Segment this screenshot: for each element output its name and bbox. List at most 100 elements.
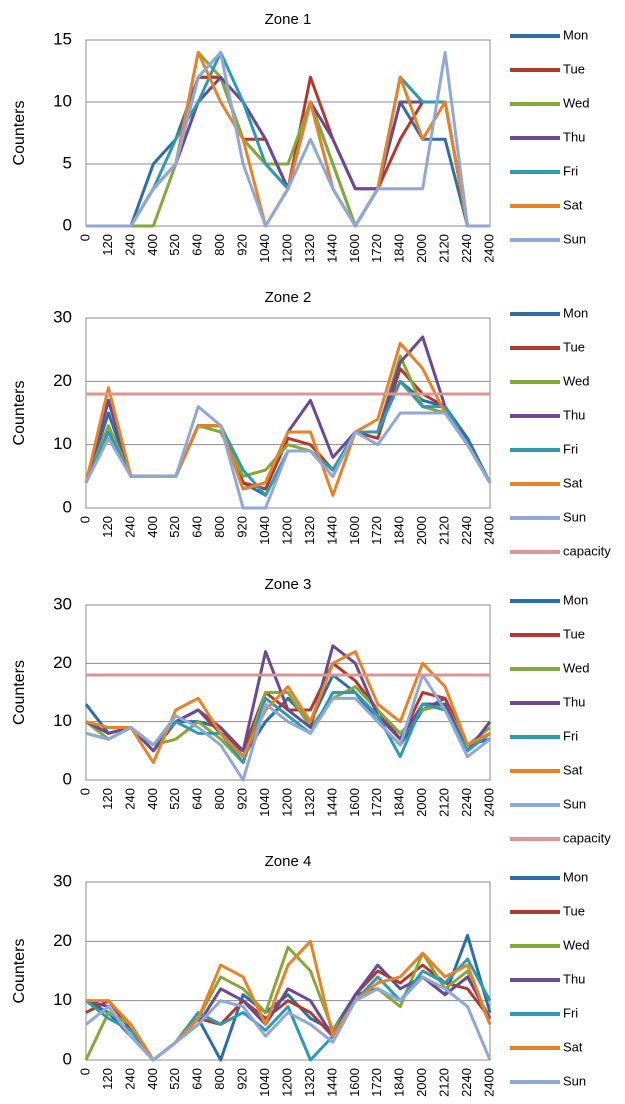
x-tick-label: 2000 [414, 234, 429, 263]
x-tick-label: 1440 [324, 516, 339, 545]
legend-label: Tue [563, 61, 585, 76]
x-tick-label: 2240 [459, 788, 474, 817]
x-tick-label: 1440 [324, 234, 339, 263]
legend-label: Fri [563, 728, 578, 743]
x-tick-label: 240 [122, 1068, 137, 1090]
series-line [86, 50, 490, 228]
x-tick-label: 800 [212, 788, 227, 810]
legend-label: Sat [563, 475, 583, 490]
x-tick-label: 120 [100, 1068, 115, 1090]
series-line [84, 354, 492, 484]
legend-label: Thu [563, 971, 585, 986]
legend-label: Thu [563, 129, 585, 144]
x-tick-label: 2400 [481, 1068, 496, 1097]
legend-label: Sat [563, 197, 583, 212]
x-tick-label: 2120 [437, 516, 452, 545]
series-line [84, 341, 492, 497]
x-tick-label: 400 [145, 516, 160, 538]
legend-label: Sat [563, 1039, 583, 1054]
x-tick-label: 1320 [302, 516, 317, 545]
plot-frame [85, 881, 491, 1061]
legend-label: Tue [563, 626, 585, 641]
x-tick-label: 1200 [279, 1068, 294, 1097]
x-tick-label: 1440 [324, 1068, 339, 1097]
x-tick-label: 2000 [414, 788, 429, 817]
x-tick-label: 520 [167, 1068, 182, 1090]
x-tick-label: 2000 [414, 1068, 429, 1097]
x-tick-label: 2240 [459, 516, 474, 545]
x-tick-label: 120 [100, 516, 115, 538]
x-tick-label: 2000 [414, 516, 429, 545]
y-tick-label: 10 [53, 711, 72, 730]
y-tick-label: 10 [53, 990, 72, 1009]
x-tick-label: 1320 [302, 1068, 317, 1097]
y-tick-label: 0 [63, 769, 72, 788]
x-tick-label: 2120 [437, 788, 452, 817]
series-line [85, 673, 491, 782]
series-line [85, 957, 492, 1062]
legend-label: Sun [563, 796, 586, 811]
plot-frame [85, 317, 491, 509]
legend-label: capacity [563, 830, 611, 845]
y-axis-label: Counters [11, 101, 28, 166]
x-tick-label: 1040 [257, 234, 272, 263]
legend-label: Tue [563, 903, 585, 918]
x-tick-label: 920 [235, 1068, 250, 1090]
chart-title: Zone 3 [265, 576, 312, 593]
legend-label: Sun [563, 509, 586, 524]
y-tick-label: 0 [63, 215, 72, 234]
legend-label: Sat [563, 762, 583, 777]
x-tick-label: 1040 [257, 1068, 272, 1097]
x-tick-label: 640 [190, 1068, 205, 1090]
x-tick-label: 1200 [279, 234, 294, 263]
x-tick-label: 1720 [369, 234, 384, 263]
y-tick-label: 5 [63, 153, 72, 172]
legend-label: Sun [563, 1073, 586, 1088]
y-axis-label: Counters [11, 381, 28, 446]
series-line [84, 405, 492, 510]
x-tick-label: 0 [77, 516, 92, 523]
x-tick-label: 1320 [302, 234, 317, 263]
x-tick-label: 0 [77, 1068, 92, 1075]
x-tick-label: 0 [77, 788, 92, 795]
chart-title: Zone 4 [265, 853, 312, 870]
y-tick-label: 20 [53, 371, 72, 390]
x-tick-label: 240 [122, 788, 137, 810]
legend-label: Mon [563, 869, 588, 884]
y-tick-label: 15 [53, 29, 72, 48]
y-tick-label: 10 [53, 434, 72, 453]
legend-label: Mon [563, 27, 588, 42]
x-tick-label: 1720 [369, 516, 384, 545]
x-tick-label: 400 [145, 1068, 160, 1090]
x-tick-label: 1600 [347, 516, 362, 545]
x-tick-label: 1600 [347, 788, 362, 817]
x-tick-label: 2240 [459, 234, 474, 263]
legend-label: Wed [563, 660, 590, 675]
chart-title: Zone 2 [265, 289, 312, 306]
chart-title: Zone 1 [265, 11, 312, 28]
y-axis-label: Counters [11, 660, 28, 725]
legend-label: Wed [563, 937, 590, 952]
plot-frame [85, 604, 491, 781]
x-tick-label: 800 [212, 234, 227, 256]
x-tick-label: 2120 [437, 1068, 452, 1097]
y-tick-label: 0 [63, 497, 72, 516]
y-tick-label: 0 [63, 1049, 72, 1068]
x-tick-label: 1720 [369, 1068, 384, 1097]
x-tick-label: 1840 [392, 788, 407, 817]
x-tick-label: 1840 [392, 234, 407, 263]
legend-label: Wed [563, 373, 590, 388]
x-tick-label: 920 [235, 516, 250, 538]
legend-label: Thu [563, 694, 585, 709]
legend-label: Sun [563, 231, 586, 246]
x-tick-label: 240 [122, 234, 137, 256]
x-tick-label: 1320 [302, 788, 317, 817]
x-tick-label: 120 [100, 234, 115, 256]
x-tick-label: 1440 [324, 788, 339, 817]
x-tick-label: 0 [77, 234, 92, 241]
series-line [85, 650, 491, 764]
x-tick-label: 1040 [257, 516, 272, 545]
x-tick-label: 1040 [257, 788, 272, 817]
x-tick-label: 920 [235, 788, 250, 810]
